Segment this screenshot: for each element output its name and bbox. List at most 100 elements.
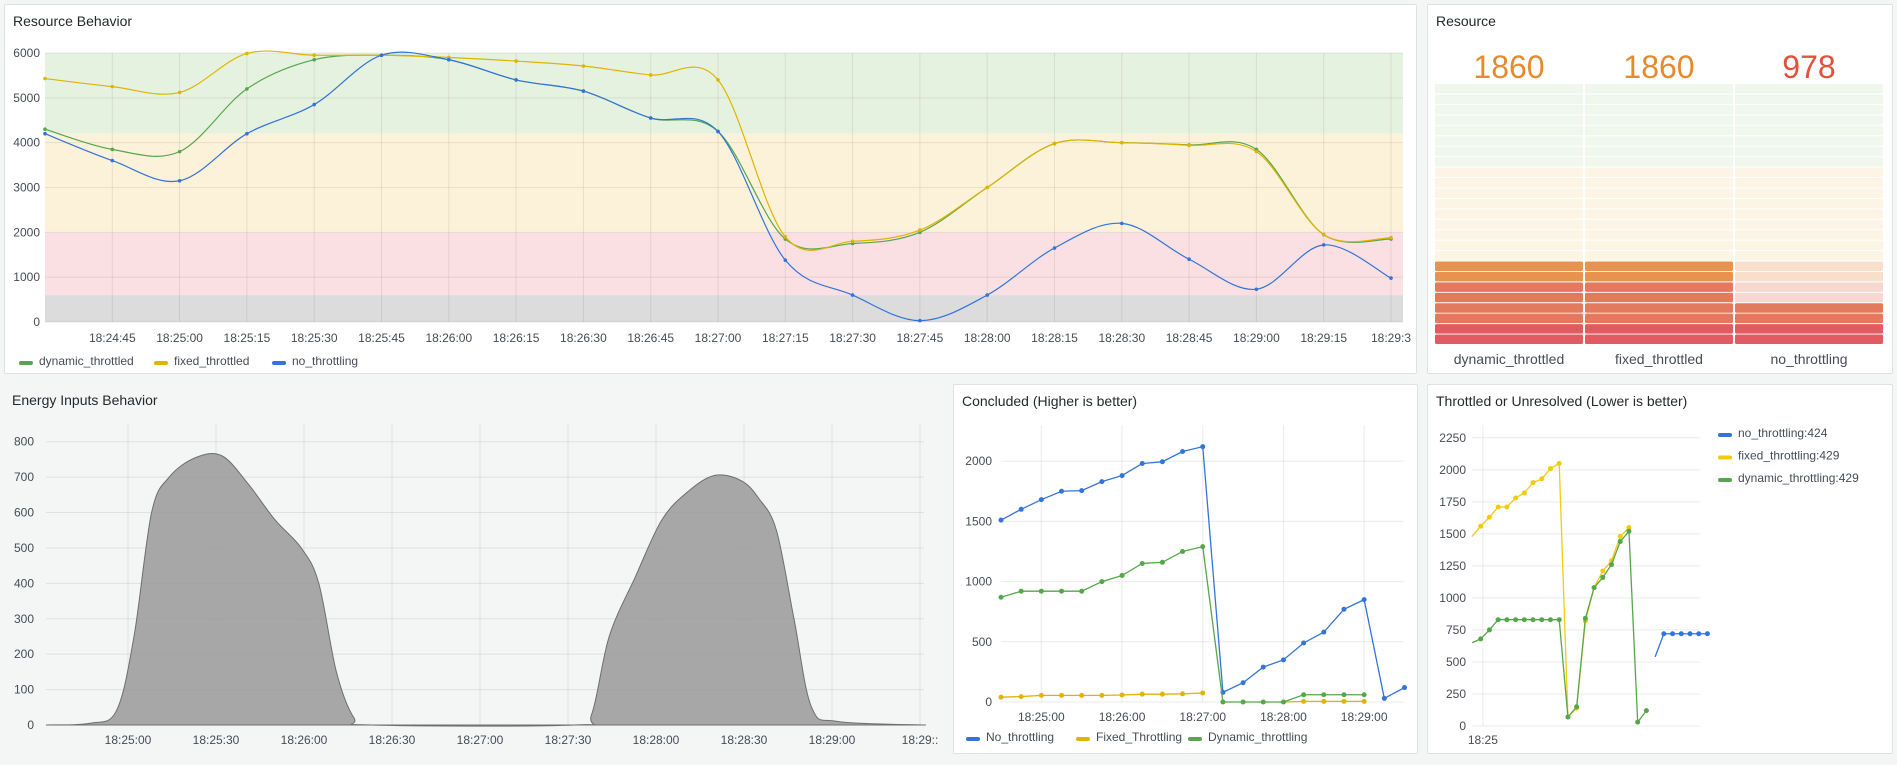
data-point xyxy=(1052,246,1057,250)
x-tick-label: 18:25 xyxy=(1468,733,1498,747)
data-point xyxy=(245,51,249,56)
legend-label: fixed_throttling:429 xyxy=(1738,449,1840,463)
data-point xyxy=(1513,495,1519,501)
gauge-segment xyxy=(1735,271,1883,282)
x-tick-label: 18:26:30 xyxy=(369,733,416,747)
threshold-band xyxy=(45,133,1403,233)
data-point xyxy=(1038,588,1044,594)
data-point xyxy=(177,90,182,95)
y-tick-label: 200 xyxy=(14,647,34,661)
gauge-value: 1860 xyxy=(1473,49,1544,85)
data-point xyxy=(1530,480,1536,486)
throttled-panel: Throttled or Unresolved (Lower is better… xyxy=(1427,384,1893,754)
data-point xyxy=(1119,692,1125,698)
gauge-segment xyxy=(1585,303,1733,313)
data-point xyxy=(1321,243,1326,247)
x-tick-label: 18:28:15 xyxy=(1031,331,1078,345)
data-point xyxy=(1539,476,1545,482)
data-point xyxy=(1180,448,1186,454)
y-tick-label: 4000 xyxy=(13,136,40,150)
legend-label: fixed_throttled xyxy=(174,354,249,368)
x-tick-label: 18:29:15 xyxy=(1300,331,1347,345)
data-point xyxy=(985,293,989,297)
data-point xyxy=(1321,232,1326,237)
data-point xyxy=(1301,640,1307,646)
threshold-band xyxy=(45,232,1403,296)
gauge-segment xyxy=(1435,292,1583,303)
data-point xyxy=(1574,704,1580,710)
legend-label: Dynamic_throttling xyxy=(1208,730,1307,744)
panel-title[interactable]: Concluded (Higher is better) xyxy=(962,393,1138,409)
y-tick-label: 500 xyxy=(14,541,34,555)
legend-label: Fixed_Throttling xyxy=(1096,730,1182,744)
x-tick-label: 18:26:00 xyxy=(281,733,328,747)
data-point xyxy=(1059,692,1065,698)
data-point xyxy=(1609,562,1615,568)
data-point xyxy=(1678,631,1684,637)
data-point xyxy=(1240,699,1246,705)
panel-title[interactable]: Resource Behavior xyxy=(13,13,133,29)
legend-swatch xyxy=(154,361,168,365)
gauge-segment xyxy=(1435,334,1583,345)
y-tick-label: 400 xyxy=(14,576,34,590)
y-tick-label: 1750 xyxy=(1439,495,1466,509)
gauge-segment xyxy=(1585,251,1733,261)
gauge-segment xyxy=(1435,115,1583,125)
gauge-segment xyxy=(1585,188,1733,198)
data-point xyxy=(998,694,1004,700)
data-point xyxy=(1547,617,1553,623)
data-point xyxy=(1139,691,1145,697)
gauge-segment xyxy=(1435,313,1583,324)
gauge-segment xyxy=(1435,146,1583,157)
gauge-segment xyxy=(1735,167,1883,178)
throttled-chart: 0 250 500 750 1000 1250 1500 1750 2000 2250 18:25 n… xyxy=(1439,425,1859,747)
gauge-segment xyxy=(1435,209,1583,219)
data-point xyxy=(998,594,1004,600)
panel-title[interactable]: Resource xyxy=(1436,13,1496,29)
y-tick-label: 250 xyxy=(1446,687,1466,701)
data-point xyxy=(1626,528,1632,534)
y-tick-label: 0 xyxy=(1459,719,1466,733)
gauge-segment xyxy=(1435,104,1583,115)
y-tick-label: 700 xyxy=(14,470,34,484)
panel-title[interactable]: Throttled or Unresolved (Lower is better… xyxy=(1436,393,1688,409)
series-line xyxy=(1000,545,1365,703)
gauge-segment xyxy=(1585,198,1733,209)
concluded-chart: 0 500 1000 1500 2000 18:25:00 18:26:00 18:27:00… xyxy=(965,425,1407,744)
data-point xyxy=(43,131,47,136)
data-point xyxy=(1361,597,1367,603)
series-line xyxy=(44,51,1392,322)
data-point xyxy=(1220,699,1226,705)
legend-swatch xyxy=(1718,478,1732,482)
data-point xyxy=(1381,695,1387,701)
data-point xyxy=(1402,685,1407,691)
gauge-segment xyxy=(1735,313,1883,324)
gauge-segment xyxy=(1585,271,1733,282)
x-tick-label: 18:29:3 xyxy=(1371,331,1411,345)
energy-inputs-panel: Energy Inputs Behavior 0 100 200 300 400 500 6… xyxy=(4,384,939,761)
gauge-segment xyxy=(1435,219,1583,230)
data-point xyxy=(1486,514,1492,520)
panel-title[interactable]: Energy Inputs Behavior xyxy=(12,392,158,408)
y-tick-label: 750 xyxy=(1446,623,1466,637)
data-point xyxy=(1254,149,1259,154)
x-tick-label: 18:26:30 xyxy=(560,331,607,345)
x-tick-label: 18:25:00 xyxy=(156,331,203,345)
gauge-segment xyxy=(1735,209,1883,219)
legend-label: No_throttling xyxy=(986,730,1054,744)
data-point xyxy=(1600,574,1606,580)
x-tick-label: 18:29:00 xyxy=(809,733,856,747)
data-point xyxy=(1139,561,1145,566)
x-tick-label: 18:28:30 xyxy=(721,733,768,747)
energy-area-chart: 0 100 200 300 400 500 600 700 800 18:25:00 18:25:3… xyxy=(14,424,938,747)
x-tick-label: 18:26:15 xyxy=(493,331,540,345)
data-point xyxy=(43,76,47,81)
data-point xyxy=(581,64,586,68)
x-tick-label: 18:29:00 xyxy=(1233,331,1280,345)
data-point xyxy=(1079,588,1085,594)
y-tick-label: 800 xyxy=(14,435,34,449)
legend-swatch xyxy=(272,361,286,365)
x-tick-label: 18:29:00 xyxy=(1341,710,1388,724)
data-point xyxy=(1389,276,1393,280)
data-point xyxy=(716,129,720,134)
